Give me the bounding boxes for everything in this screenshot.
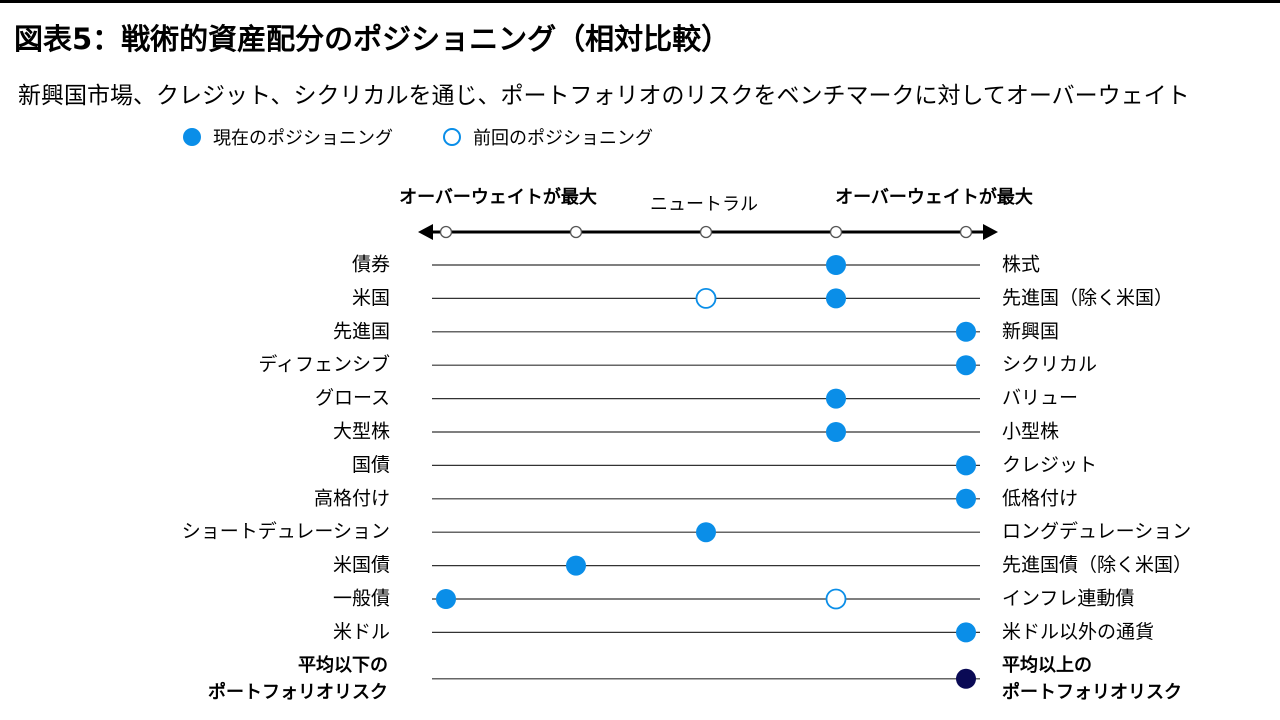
- row-left-label: 平均以下の: [298, 654, 388, 676]
- current-position-marker: [826, 288, 846, 309]
- row-right-label: ロングデュレーション: [1002, 521, 1191, 543]
- legend-label-current: 現在のポジショニング: [213, 128, 393, 149]
- row-left-label: 大型株: [333, 421, 390, 443]
- portfolio-risk-marker: [956, 668, 976, 689]
- subtitle: 新興国市場、クレジット、シクリカルを通じ、ポートフォリオのリスクをベンチマークに…: [18, 83, 1190, 109]
- current-position-marker: [956, 355, 976, 376]
- row-left-label: グロース: [315, 387, 390, 409]
- current-position-marker: [436, 589, 456, 609]
- scale-label-right: オーバーウェイトが最大: [835, 186, 1033, 208]
- current-position-marker: [696, 522, 716, 543]
- row-right-label: 平均以上の: [1002, 654, 1092, 676]
- current-position-marker: [566, 555, 586, 576]
- row-left-label: 債券: [352, 254, 390, 276]
- legend: 現在のポジショニング 前回のポジショニング: [183, 124, 703, 150]
- row-left-label: ディフェンシブ: [258, 353, 390, 376]
- row-right-label: ポートフォリオリスク: [1002, 681, 1182, 703]
- row-left-label: ポートフォリオリスク: [208, 681, 388, 703]
- row-left-label: 先進国: [333, 320, 390, 342]
- row-right-label: インフレ連動債: [1002, 588, 1134, 610]
- scale-tick-marker: [959, 225, 973, 239]
- scale-label-center: ニュートラル: [650, 194, 758, 215]
- row-left-label: 米国債: [333, 554, 390, 576]
- legend-label-previous: 前回のポジショニング: [473, 128, 653, 149]
- row-left-label: 米国: [352, 287, 390, 309]
- row-right-label: クレジット: [1002, 454, 1097, 476]
- scale-tick-marker: [699, 225, 713, 239]
- row-left-label: 国債: [352, 454, 390, 476]
- row-right-label: バリュー: [1002, 387, 1078, 409]
- current-position-marker: [956, 488, 976, 509]
- current-position-marker: [956, 321, 976, 342]
- previous-position-marker: [695, 287, 717, 309]
- row-right-label: 小型株: [1002, 421, 1059, 443]
- scale-axis-left-arrow-icon: [418, 224, 433, 240]
- row-left-label: ショートデュレーション: [182, 521, 390, 543]
- row-right-label: 低格付け: [1002, 487, 1078, 509]
- row-right-label: 先進国（除く米国）: [1002, 287, 1173, 309]
- row-right-label: 新興国: [1002, 320, 1059, 342]
- scale-label-left: オーバーウェイトが最大: [399, 186, 597, 208]
- scale-tick-marker: [829, 225, 843, 239]
- top-rule: [0, 0, 1280, 3]
- legend-item-previous: 前回のポジショニング: [443, 124, 653, 150]
- current-position-marker: [956, 455, 976, 476]
- page-title: 図表5：戦術的資産配分のポジショニング（相対比較）: [14, 22, 731, 56]
- current-position-marker: [826, 422, 846, 442]
- current-position-marker: [826, 388, 846, 409]
- legend-item-current: 現在のポジショニング: [183, 124, 393, 150]
- row-right-label: シクリカル: [1002, 354, 1097, 376]
- row-right-label: 先進国債（除く米国）: [1002, 554, 1192, 576]
- scale-tick-marker: [439, 225, 453, 239]
- scale-axis-right-arrow-icon: [983, 224, 998, 240]
- current-position-marker: [826, 255, 846, 275]
- current-position-marker: [956, 622, 976, 643]
- row-left-label: 高格付け: [314, 487, 390, 509]
- previous-position-marker: [825, 588, 847, 610]
- row-left-label: 一般債: [333, 588, 390, 610]
- scale-tick-marker: [569, 225, 583, 239]
- row-right-label: 米ドル以外の通貨: [1002, 621, 1154, 643]
- previous-position-marker-icon: [443, 128, 461, 146]
- row-left-label: 米ドル: [333, 621, 390, 643]
- row-right-label: 株式: [1002, 254, 1040, 276]
- current-position-marker-icon: [183, 128, 201, 146]
